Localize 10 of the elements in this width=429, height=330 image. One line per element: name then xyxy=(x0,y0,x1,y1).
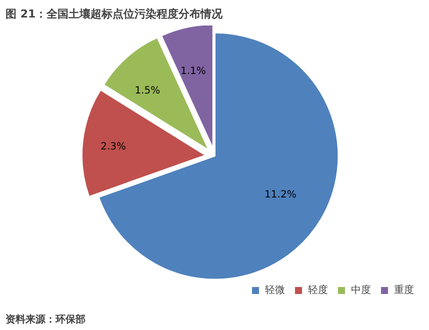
data-label: 1.5% xyxy=(134,85,160,96)
data-label: 2.3% xyxy=(100,141,126,152)
data-label: 1.1% xyxy=(180,66,206,77)
chart-title: 图 21：全国土壤超标点位污染程度分布情况 xyxy=(6,8,224,20)
legend-label: 轻度 xyxy=(308,284,328,297)
legend-label: 轻微 xyxy=(265,284,285,297)
text: 资料来源：环保部 xyxy=(6,314,86,326)
legend-label: 中度 xyxy=(351,284,371,297)
data-label: 11.2% xyxy=(264,190,296,201)
legend-label: 重度 xyxy=(394,284,414,297)
